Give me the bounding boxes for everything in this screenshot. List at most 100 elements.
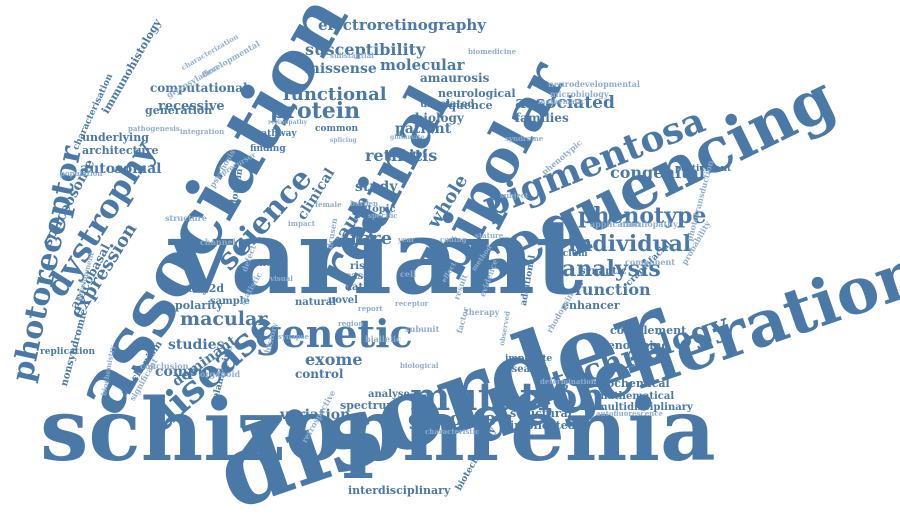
cloud-word: structural: [510, 407, 572, 420]
cloud-word: component: [625, 257, 676, 267]
cloud-word: report: [358, 304, 383, 313]
cloud-word: implicated: [510, 419, 576, 432]
cloud-word: data: [345, 282, 370, 293]
cloud-word: generation: [145, 104, 213, 117]
cloud-word: enhancer: [562, 299, 620, 312]
cloud-word: arhgef: [390, 149, 427, 160]
cloud-word: allele: [345, 237, 376, 248]
cloud-word: analyse: [368, 389, 410, 400]
cloud-word: genome: [408, 406, 497, 430]
cloud-word: genotyping: [600, 339, 670, 352]
cloud-word: cohort: [248, 259, 281, 269]
cloud-word: natural: [295, 297, 337, 308]
cloud-word: individual: [568, 231, 692, 257]
cloud-word: patient: [395, 121, 452, 137]
cloud-word: control: [295, 367, 344, 381]
cloud-word: mutation: [410, 374, 605, 419]
cloud-word: specific: [368, 211, 398, 220]
cloud-word: female: [315, 200, 342, 209]
cloud-word: autofluorescence: [596, 409, 663, 418]
cloud-word: channel: [200, 237, 236, 247]
cloud-word: case: [345, 271, 370, 282]
cloud-word: risk: [350, 261, 372, 272]
cloud-word: retinopathy: [268, 119, 308, 126]
cloud-word: interdisciplinary: [348, 484, 451, 497]
cloud-word: multidisciplinary: [597, 402, 693, 413]
cloud-word: pathway: [255, 129, 297, 139]
cloud-word: variant: [170, 195, 584, 318]
cloud-word: amaurosis: [420, 71, 490, 85]
cloud-word: schizophrenia: [40, 380, 716, 481]
cloud-word: finding: [250, 144, 286, 154]
cloud-word: substantial: [330, 51, 374, 60]
cloud-word: region: [338, 319, 364, 328]
cloud-word: biological: [400, 361, 439, 370]
cloud-word: subunit: [405, 324, 440, 334]
cloud-word: receptor: [395, 299, 429, 308]
cloud-word: participant: [675, 164, 732, 174]
cloud-word: biomedicine: [468, 47, 517, 56]
cloud-word: protein: [270, 98, 361, 124]
cloud-word: neurodevelopmental: [548, 79, 640, 89]
cloud-word: structure: [165, 213, 207, 223]
cloud-word: sample: [210, 296, 250, 307]
cloud-word: electroretinography: [318, 16, 486, 34]
cloud-word: recessive: [158, 99, 225, 114]
cloud-word: research: [500, 364, 549, 375]
cloud-word: ectopic: [355, 204, 396, 215]
cloud-word: synapse: [278, 332, 309, 341]
cloud-word: phenotype: [578, 203, 707, 229]
cloud-word: mathematic: [538, 97, 585, 106]
cloud-word: complement: [610, 324, 687, 337]
cloud-word: involved: [548, 239, 590, 249]
cloud-word: computational: [150, 81, 248, 95]
cloud-word: characteristic: [425, 427, 480, 436]
cloud-word: subject: [500, 191, 529, 200]
cloud-word: determination: [540, 377, 597, 386]
cloud-word: biology: [415, 111, 464, 125]
cloud-word: year: [398, 235, 415, 244]
cloud-word: study: [355, 179, 398, 195]
cloud-word: common: [315, 124, 359, 134]
cloud-word: families: [515, 111, 569, 125]
cloud-word: mathematical: [597, 391, 675, 402]
cloud-word: implicate: [505, 354, 553, 364]
cloud-word: functional: [283, 84, 387, 105]
cloud-word: macular: [180, 308, 268, 330]
cloud-word: genetic: [255, 311, 413, 356]
cloud-word: cell: [400, 269, 417, 279]
cloud-word: missense: [305, 61, 377, 77]
cloud-word: neurological: [438, 87, 516, 100]
cloud-word: rare: [350, 228, 393, 249]
cloud-word: population: [60, 169, 103, 178]
cloud-word: glutamate: [390, 134, 425, 141]
cloud-word: calcium: [548, 249, 588, 259]
cloud-word: impact: [288, 219, 315, 228]
cloud-word: computer: [155, 364, 231, 380]
cloud-word: biochemical: [595, 377, 670, 390]
cloud-word: maculopathy: [620, 219, 678, 229]
cloud-word: replication: [40, 347, 96, 357]
cloud-word: exome: [305, 350, 363, 369]
cloud-word: studies: [168, 337, 225, 353]
cloud-word: syndrome: [505, 134, 544, 143]
cloud-word: spectrum: [340, 399, 399, 412]
cloud-word: unrelated: [420, 99, 475, 110]
cloud-word: synaptic: [580, 266, 627, 277]
cloud-word: polarity: [175, 299, 223, 312]
cloud-word: microbiology: [550, 89, 609, 99]
cloud-word: immunohistology: [99, 16, 164, 117]
cloud-word: function: [575, 280, 651, 299]
cloud-word: underlying: [82, 131, 149, 144]
cloud-word: retinitis: [365, 146, 438, 165]
cloud-word: variation: [280, 407, 351, 423]
cloud-word: gucy2d: [180, 282, 225, 295]
cloud-word: splicing: [330, 137, 357, 144]
cloud-word: architecture: [82, 144, 159, 157]
cloud-word: biallelic: [365, 334, 401, 344]
cloud-word: integration: [180, 127, 225, 136]
cloud-word: analysis: [562, 256, 661, 282]
cloud-word: burden: [350, 199, 379, 208]
cloud-word: application: [590, 219, 641, 229]
